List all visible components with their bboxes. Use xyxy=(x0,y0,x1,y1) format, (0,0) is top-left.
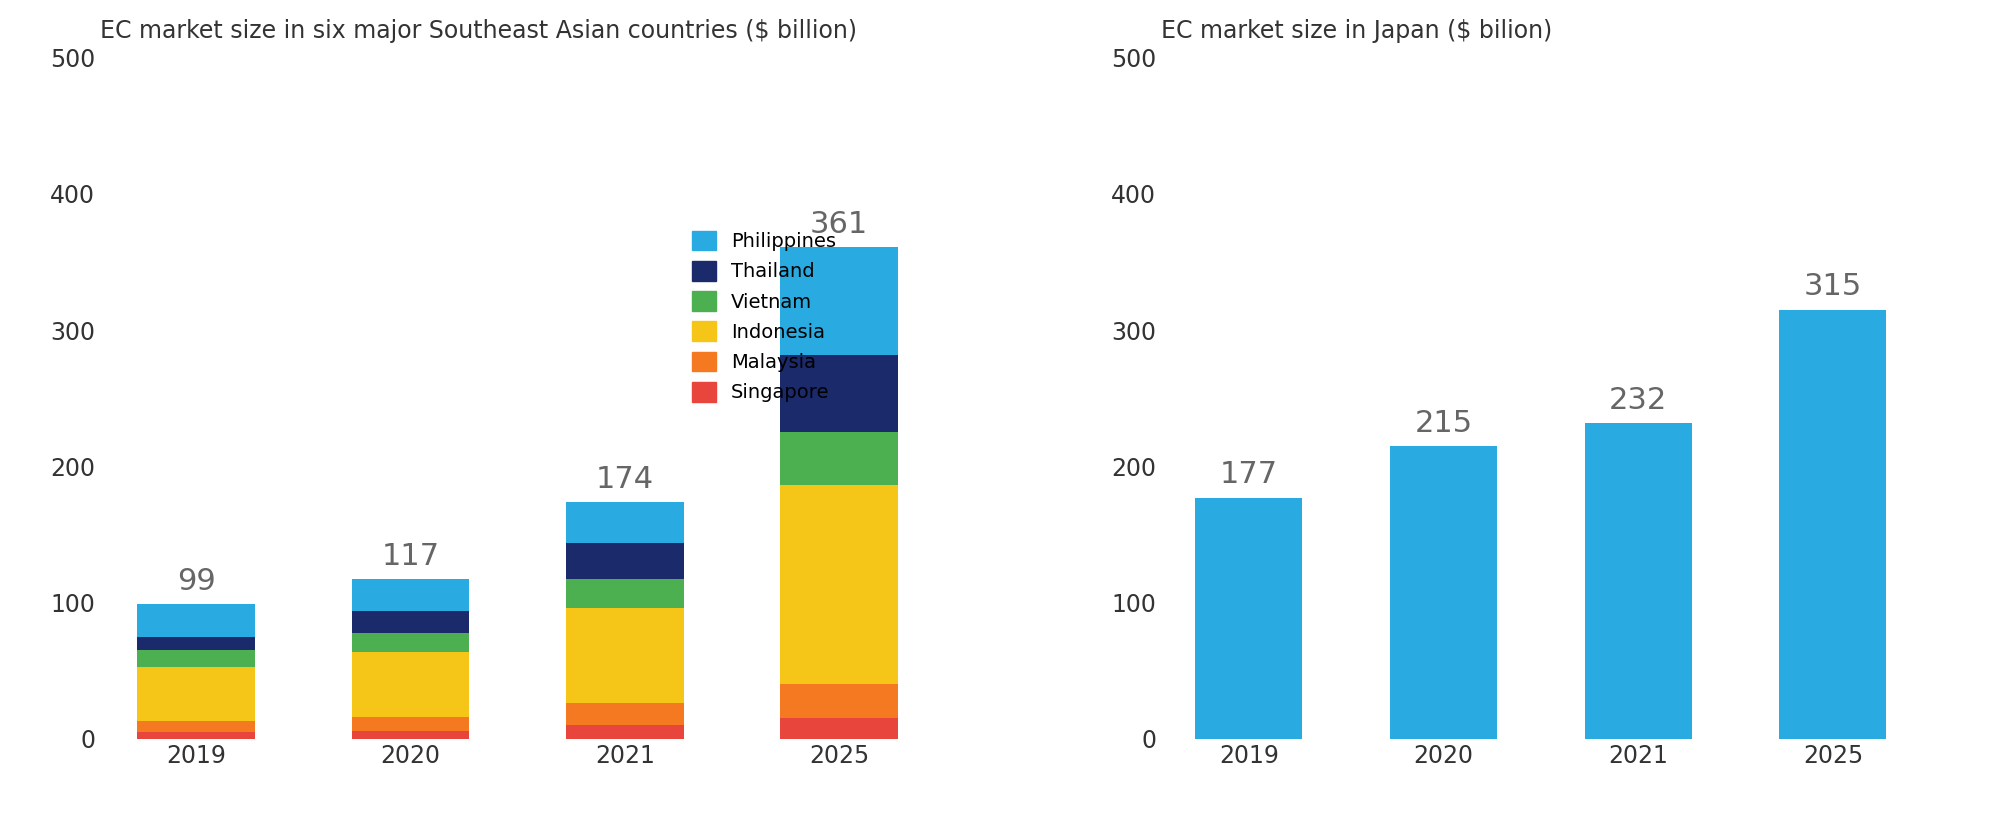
Bar xyxy=(780,718,898,739)
Text: EC market size in Japan ($ bilion): EC market size in Japan ($ bilion) xyxy=(1162,19,1552,43)
Bar xyxy=(352,633,470,652)
Bar xyxy=(780,432,898,485)
Text: EC market size in six major Southeast Asian countries ($ billion): EC market size in six major Southeast As… xyxy=(100,19,856,43)
Text: 232: 232 xyxy=(1610,386,1668,415)
Bar xyxy=(352,731,470,739)
Bar xyxy=(566,543,684,580)
Text: 361: 361 xyxy=(810,209,868,239)
Bar xyxy=(566,608,684,704)
Text: 117: 117 xyxy=(382,542,440,571)
Text: 99: 99 xyxy=(178,566,216,596)
Bar xyxy=(138,667,256,721)
Text: 174: 174 xyxy=(596,465,654,493)
Bar xyxy=(138,637,256,650)
Text: 177: 177 xyxy=(1220,461,1278,489)
Bar xyxy=(780,355,898,432)
Bar xyxy=(566,704,684,725)
Bar xyxy=(566,725,684,739)
Bar xyxy=(352,611,470,633)
Bar xyxy=(138,732,256,739)
Bar xyxy=(1390,446,1498,739)
Bar xyxy=(1196,498,1302,739)
Bar xyxy=(138,604,256,637)
Text: 315: 315 xyxy=(1804,273,1862,301)
Bar xyxy=(352,717,470,731)
Bar xyxy=(352,580,470,611)
Bar xyxy=(1584,423,1692,739)
Bar xyxy=(352,652,470,717)
Bar xyxy=(780,485,898,685)
Bar xyxy=(780,685,898,718)
Bar xyxy=(566,502,684,543)
Bar xyxy=(138,721,256,732)
Bar xyxy=(566,580,684,608)
Legend: Philippines, Thailand, Vietnam, Indonesia, Malaysia, Singapore: Philippines, Thailand, Vietnam, Indonesi… xyxy=(692,231,836,402)
Bar xyxy=(1780,310,1886,739)
Bar xyxy=(138,650,256,667)
Text: 215: 215 xyxy=(1414,409,1472,438)
Bar xyxy=(780,247,898,355)
